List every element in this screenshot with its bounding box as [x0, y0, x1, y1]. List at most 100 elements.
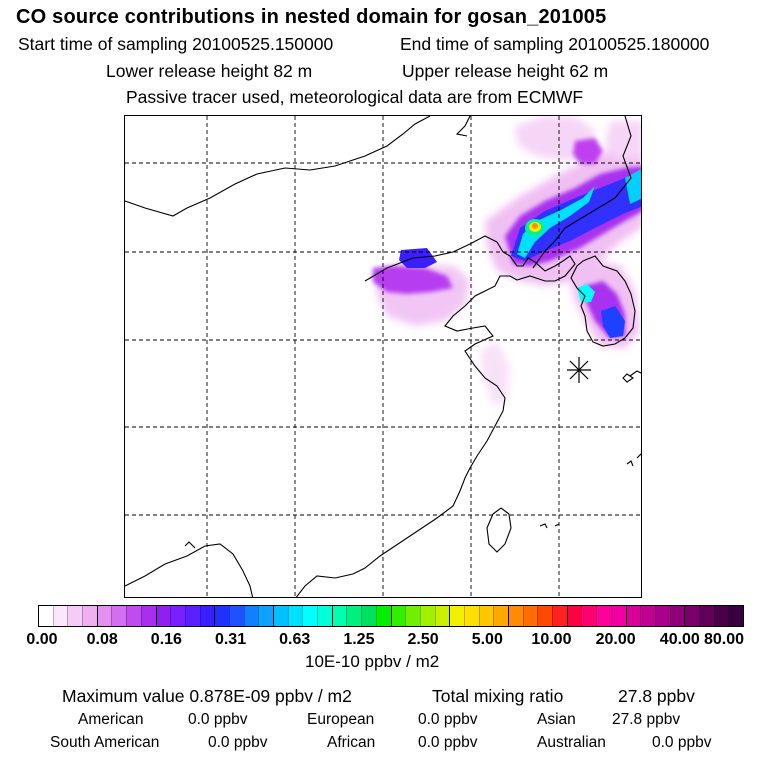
- colorbar-segment: [419, 606, 435, 626]
- coastline-japan-kyushu: [629, 370, 641, 377]
- colorbar-segment: [317, 606, 332, 626]
- colorbar-tick-label: 0.08: [86, 631, 118, 648]
- plume-cyan-core: [517, 186, 595, 258]
- colorbar-tick-label: 20.00: [595, 631, 636, 648]
- colorbar-segment: [698, 606, 714, 626]
- plume-blue-north: [511, 174, 641, 261]
- map-canvas: [125, 116, 641, 597]
- colorbar-tick-label: 5.00: [471, 631, 503, 648]
- colorbar-segment: [361, 606, 376, 626]
- colorbar-segment: [140, 606, 156, 626]
- colorbar-segment: [669, 606, 685, 626]
- colorbar-segment: [508, 606, 523, 626]
- plume-magenta-top: [573, 138, 603, 164]
- colorbar-tick-label: 0.16: [150, 631, 182, 648]
- colorbar-tick-label: 40.00: [659, 631, 700, 648]
- total-mixing-ratio-value: 27.8 ppbv: [618, 686, 695, 706]
- colorbar-segment: [52, 606, 68, 626]
- colorbar-segment: [522, 606, 538, 626]
- colorbar-segment: [449, 606, 464, 626]
- colorbar-segment: [728, 606, 743, 626]
- colorbar-segment: [184, 606, 200, 626]
- colorbar-segment: [434, 606, 450, 626]
- colorbar-segment: [610, 606, 626, 626]
- colorbar-segment: [214, 606, 229, 626]
- region-name-american: American: [78, 711, 144, 728]
- region-name-australian: Australian: [537, 734, 606, 751]
- colorbar-segment: [170, 606, 185, 626]
- receptor-marker: [567, 357, 591, 383]
- colorbar-segment: [258, 606, 273, 626]
- lat-lon-grid: [125, 116, 641, 597]
- colorbar-segment: [287, 606, 303, 626]
- colorbar-tick-label: 0.00: [26, 631, 58, 648]
- lower-release-height-label: Lower release height 82 m: [106, 61, 313, 81]
- colorbar-segment: [493, 606, 508, 626]
- colorbar-segment: [405, 606, 420, 626]
- coastline-china-main: [295, 235, 576, 597]
- colorbar-segment: [537, 606, 553, 626]
- region-name-european: European: [307, 711, 375, 728]
- colorbar: [38, 605, 744, 627]
- colorbar-tick-label: 0.31: [214, 631, 247, 648]
- tracer-note: Passive tracer used, meteorological data…: [126, 87, 584, 107]
- colorbar-segment: [713, 606, 729, 626]
- colorbar-segment: [111, 606, 127, 626]
- colorbar-tick-label: 0.63: [279, 631, 311, 648]
- start-time-label: Start time of sampling 20100525.150000: [18, 34, 334, 54]
- concentration-field: [373, 116, 641, 406]
- plume-light-far: [605, 121, 641, 161]
- colorbar-segment: [82, 606, 97, 626]
- region-value-south-american: 0.0 ppbv: [208, 734, 268, 751]
- colorbar-segment: [390, 606, 406, 626]
- colorbar-segment: [228, 606, 244, 626]
- plume-hotspot-orange: [532, 223, 538, 229]
- colorbar-segment: [478, 606, 494, 626]
- coastline-small-islands: [539, 523, 560, 529]
- region-value-european: 0.0 ppbv: [418, 711, 478, 728]
- end-time-label: End time of sampling 20100525.180000: [400, 34, 710, 54]
- colorbar-segment: [67, 606, 83, 626]
- colorbar-segment: [375, 606, 391, 626]
- colorbar-segment: [566, 606, 582, 626]
- coastline-islands-1: [622, 373, 634, 383]
- colorbar-segment: [346, 606, 362, 626]
- colorbar-segment: [581, 606, 597, 626]
- coastline-southwest: [125, 543, 254, 597]
- region-value-australian: 0.0 ppbv: [652, 734, 712, 751]
- colorbar-segment: [273, 606, 288, 626]
- colorbar-segment: [640, 606, 655, 626]
- region-value-asian: 27.8 ppbv: [612, 711, 681, 728]
- maximum-value: Maximum value 0.878E-09 ppbv / m2: [62, 686, 352, 706]
- colorbar-segment: [552, 606, 567, 626]
- colorbar-segment: [654, 606, 670, 626]
- colorbar-segment: [126, 606, 141, 626]
- colorbar-segment: [302, 606, 318, 626]
- plume-blue-korea: [601, 306, 625, 338]
- colorbar-segment: [199, 606, 215, 626]
- map-title: CO source contributions in nested domain…: [16, 6, 607, 28]
- total-mixing-ratio-label: Total mixing ratio: [432, 686, 564, 706]
- coastline-northeast: [455, 116, 471, 137]
- region-name-african: African: [327, 734, 376, 751]
- colorbar-segment: [96, 606, 112, 626]
- colorbar-segment: [684, 606, 699, 626]
- plume-faint-south: [480, 341, 510, 406]
- colorbar-tick-label: 80.00: [703, 631, 745, 648]
- region-name-asian: Asian: [537, 711, 576, 728]
- colorbar-segment: [596, 606, 611, 626]
- colorbar-tick-label: 1.25: [343, 631, 375, 648]
- coastline-north-border: [125, 116, 431, 217]
- colorbar-tick-label: 2.50: [407, 631, 439, 648]
- colorbar-units: 10E-10 ppbv / m2: [305, 652, 440, 671]
- coastline-taiwan: [486, 507, 512, 553]
- map-panel: [124, 115, 642, 598]
- colorbar-segment: [39, 606, 53, 626]
- region-name-south-american: South American: [50, 734, 160, 751]
- plume-cyan-korea: [577, 284, 595, 302]
- coastline-korea: [570, 255, 636, 347]
- upper-release-height-label: Upper release height 62 m: [402, 61, 609, 81]
- coastlines: [125, 116, 641, 597]
- region-value-african: 0.0 ppbv: [418, 734, 478, 751]
- colorbar-segment: [243, 606, 259, 626]
